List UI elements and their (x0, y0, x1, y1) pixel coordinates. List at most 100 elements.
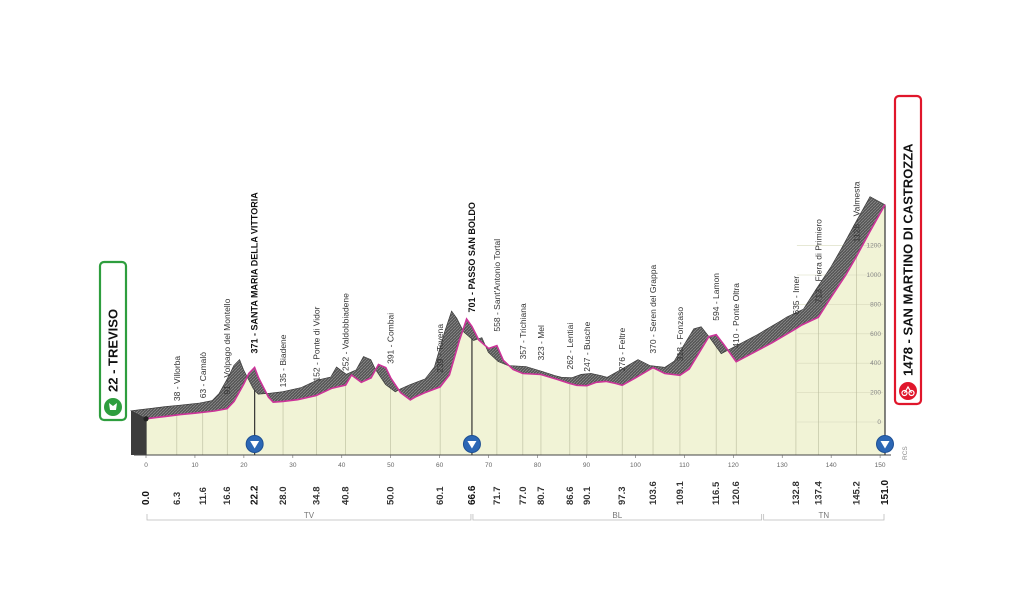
waypoint-name-label: 262 - Lentiai (565, 323, 575, 370)
waypoint-name-label: 410 - Ponte Oltra (731, 283, 741, 348)
profile-side-face (131, 410, 146, 455)
km-tick-label: 120 (728, 462, 739, 469)
route-line (145, 204, 886, 420)
waypoint-km-label: 137.4 (813, 481, 824, 505)
waypoint-km-label: 16.6 (222, 487, 233, 506)
waypoint-name-label: 357 - Trichiana (518, 303, 528, 359)
start-flag-glyph (109, 403, 117, 410)
waypoint-km-label: 103.6 (648, 481, 659, 505)
waypoint-name-label: 63 - Camalò (198, 352, 208, 399)
waypoint-name-label: 635 - Imer (791, 276, 801, 315)
waypoint-km-label: 40.8 (341, 487, 352, 506)
km-tick-label: 20 (240, 462, 248, 469)
waypoint-km-label: 109.1 (675, 481, 686, 505)
province-bracket (472, 514, 763, 521)
elevation-tick-label: 0 (877, 419, 881, 426)
finish-bike-icon (899, 382, 917, 400)
waypoint-name-label: 1128 - Valmesta (852, 181, 862, 242)
waypoint-km-label: 28.0 (278, 487, 289, 506)
km-tick-label: 10 (191, 462, 199, 469)
waypoint-km-label: 151.0 (880, 480, 891, 505)
waypoint-name-label: 323 - Mel (536, 325, 546, 361)
waypoint-label-layer: 0.0 6.3 38 - Villorba 11.6 63 - Camalò 16.6 91… (141, 181, 891, 505)
waypoint-name-label: 91 - Volpago del Montello (222, 298, 232, 394)
finish-name-label: 1478 - SAN MARTINO DI CASTROZZA (901, 143, 916, 376)
finish-bike-wheel (901, 389, 908, 397)
waypoint-km-label: 11.6 (198, 487, 209, 505)
km-tick-label: 90 (583, 462, 591, 469)
finish-badge-frame (893, 94, 923, 406)
waypoint-km-label: 120.6 (731, 481, 742, 505)
elevation-tick-label: 1200 (867, 243, 882, 250)
waypoint-km-label: 50.0 (386, 487, 397, 506)
finish-bike-wheel (908, 389, 915, 397)
waypoint-km-label: 71.7 (492, 487, 503, 506)
waypoint-name-label: 371 - SANTA MARIA DELLA VITTORIA (250, 192, 260, 354)
waypoint-km-label: 132.8 (791, 481, 802, 505)
rcs-watermark: RCS (902, 446, 909, 460)
waypoint-name-label: 558 - Sant'Antonio Tortal (492, 239, 502, 332)
sprint-marker-triangle (467, 441, 477, 449)
km-tick-label: 150 (875, 462, 886, 469)
province-bracket (763, 514, 885, 521)
province-label: TV (304, 511, 315, 520)
waypoint-name-label: 391 - Combai (386, 313, 396, 364)
km-tick-label: 130 (777, 462, 788, 469)
finish-bike-frame (903, 385, 913, 394)
province-label: BL (612, 511, 622, 520)
waypoint-name-label: 713 - Fiera di Primiero (813, 219, 823, 303)
waypoint-name-label: 38 - Villorba (172, 356, 182, 401)
province-label: TN (818, 511, 829, 520)
waypoint-name-label: 701 - PASSO SAN BOLDO (467, 202, 477, 312)
sprint-marker-icon (462, 435, 481, 453)
start-dot (143, 416, 149, 422)
sprint-marker-icon (876, 435, 894, 453)
province-bracket (146, 514, 472, 521)
km-tick-label: 40 (338, 462, 346, 469)
start-name-label: 22 - TREVISO (106, 309, 121, 392)
finish-badge: 1478 - SAN MARTINO DI CASTROZZA (893, 94, 923, 406)
km-tick-label: 60 (436, 462, 444, 469)
waypoint-km-label: 80.7 (536, 487, 547, 506)
profile-ridge-layer (130, 196, 886, 455)
waypoint-km-label: 0.0 (141, 491, 152, 505)
km-tick-label: 100 (630, 462, 641, 469)
sprint-marker-icon (245, 435, 264, 453)
km-tick-label: 110 (679, 462, 690, 469)
waypoint-km-label: 86.6 (565, 487, 576, 506)
km-tick-label: 140 (826, 462, 837, 469)
waypoint-name-label: 247 - Busche (582, 321, 592, 371)
waypoint-km-label: 6.3 (172, 492, 183, 505)
elevation-tick-label: 400 (870, 360, 881, 367)
sprint-marker-triangle (250, 441, 260, 449)
waypoint-km-label: 90.1 (582, 486, 593, 505)
waypoint-name-label: 135 - Biadene (278, 334, 288, 387)
waypoint-name-label: 318 - Fonzaso (675, 307, 685, 362)
badge-layer: 22 - TREVISO 1478 - SAN MARTINO DI CASTRO… (98, 94, 923, 453)
waypoint-km-label: 116.5 (711, 481, 722, 505)
elevation-tick-label: 200 (870, 390, 881, 397)
waypoint-name-label: 276 - Feltre (617, 328, 627, 372)
waypoint-km-label: 77.0 (518, 487, 529, 506)
sprint-marker-triangle (880, 441, 890, 449)
km-tick-label: 30 (289, 462, 297, 469)
km-tick-label: 50 (387, 462, 395, 469)
waypoint-name-label: 152 - Ponte di Vidor (311, 306, 321, 381)
start-badge-frame (98, 260, 128, 422)
axis-layer: 0 200 400 600 800 1000 1200 0 10 20 30 40 50 60 70 80 90… (134, 243, 909, 521)
waypoint-name-label: 370 - Seren del Grappa (648, 265, 658, 354)
km-tick-label: 0 (144, 462, 148, 469)
profile-front-area (146, 204, 885, 455)
waypoint-km-label: 97.3 (617, 487, 628, 506)
waypoint-name-label: 594 - Lamon (711, 273, 721, 321)
waypoint-name-label: 252 - Valdobbiadene (341, 293, 351, 371)
waypoint-km-label: 60.1 (435, 486, 446, 505)
km-tick-label: 80 (534, 462, 542, 469)
km-tick-label: 70 (485, 462, 493, 469)
waypoint-km-label: 145.2 (852, 481, 863, 505)
waypoint-km-label: 34.8 (311, 487, 322, 506)
profile-fill-layer (146, 204, 885, 455)
waypoint-km-label: 66.6 (467, 485, 478, 505)
elevation-tick-label: 800 (870, 301, 881, 308)
